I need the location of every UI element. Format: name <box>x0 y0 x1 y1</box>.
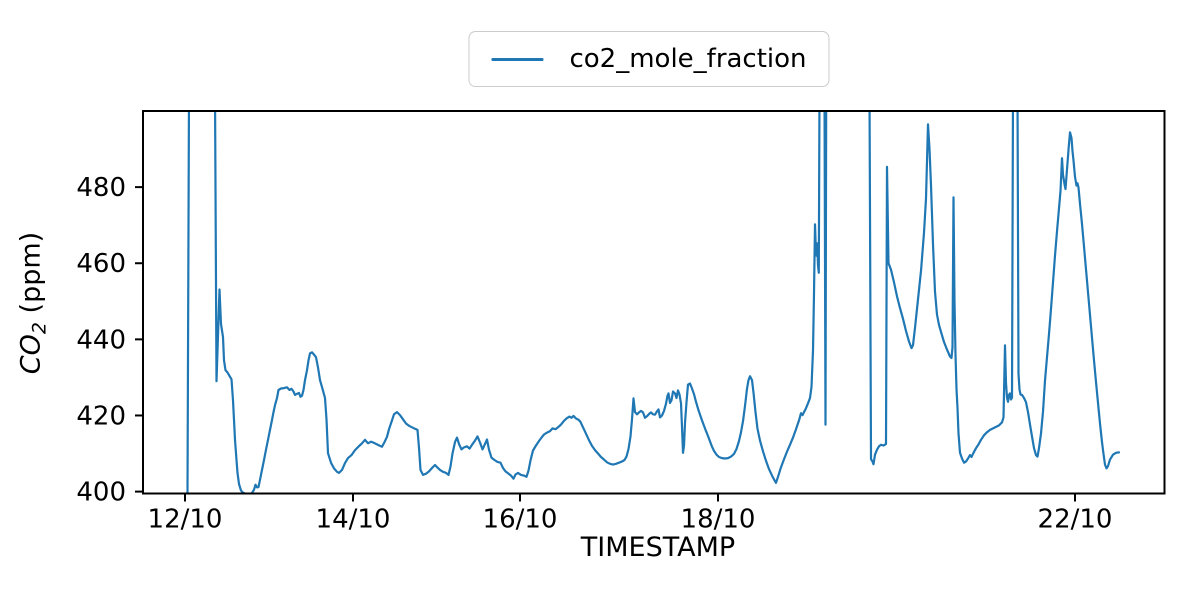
x-tick-label: 12/10 <box>148 505 223 535</box>
x-tick-label: 18/10 <box>681 505 756 535</box>
legend-label: co2_mole_fraction <box>569 44 807 74</box>
legend: co2_mole_fraction <box>468 31 830 87</box>
y-tick-label: 460 <box>76 249 126 279</box>
y-tick-label: 440 <box>76 325 126 355</box>
legend-line-sample-icon <box>491 57 544 61</box>
x-axis-title: TIMESTAMP <box>580 532 736 563</box>
y-tick-label: 420 <box>76 401 126 431</box>
x-tick-label: 22/10 <box>1038 505 1113 535</box>
co2-line <box>186 111 1121 494</box>
y-tick-label: 400 <box>76 478 126 508</box>
x-tick-label: 16/10 <box>483 505 558 535</box>
axes-spines <box>142 110 1166 495</box>
y-tick-label: 480 <box>76 173 126 203</box>
y-axis-title: CO2 (ppm) <box>15 231 51 375</box>
x-tick-label: 14/10 <box>316 505 391 535</box>
